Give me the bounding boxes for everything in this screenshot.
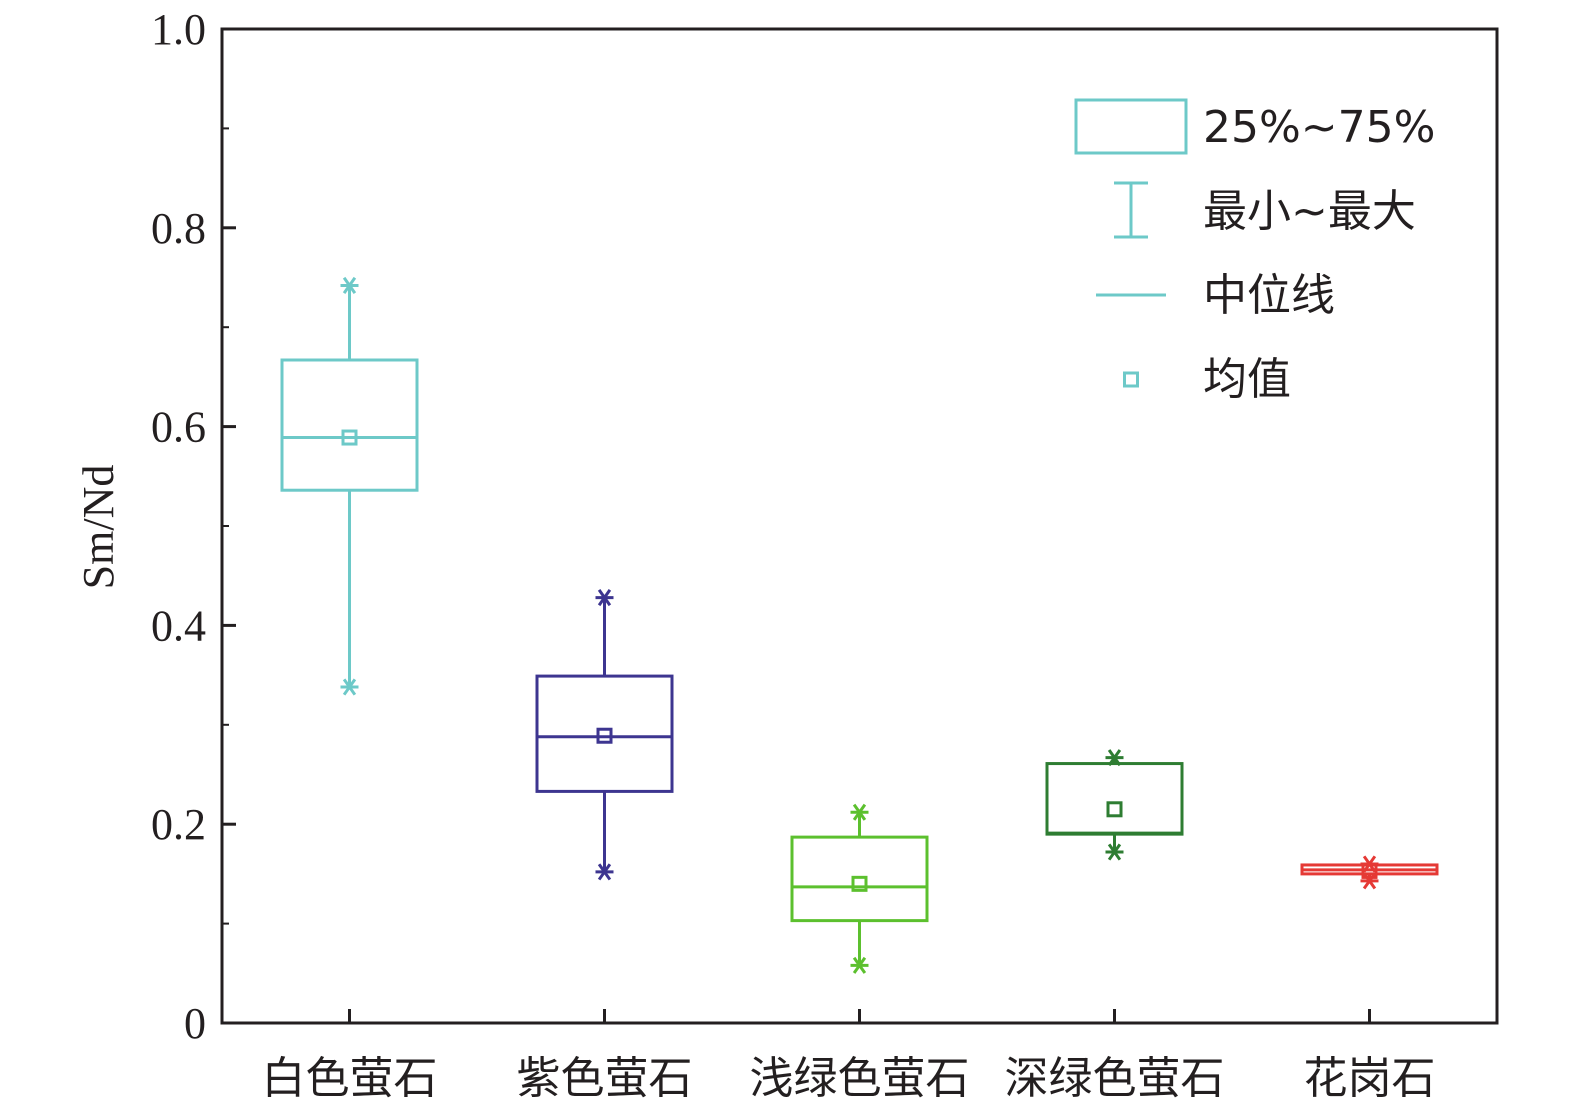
box-1-min-marker-d2 [597,863,612,881]
box-1-mean [596,727,613,744]
box-1-iqr [535,674,674,793]
box-0-min-marker [340,678,359,696]
box-1-min-marker [595,863,614,881]
x-category-label-3: 深绿色萤石 [1005,1053,1225,1104]
box-4-max-marker [1360,855,1379,873]
x-category-label-4: 花岗石 [1304,1053,1436,1104]
box-0-iqr [280,358,419,492]
box-2 [790,803,929,974]
x-category-label-1: 紫色萤石 [517,1053,693,1104]
box-3-mean [1106,801,1123,818]
box-1-max-marker [595,589,614,607]
box-4-max-marker-d2 [1362,855,1377,873]
box-4-min-marker-d2 [1362,872,1377,890]
y-tick-label-5: 1.0 [151,5,206,54]
y-axis: 0 0.2 0.4 0.6 0.8 1.0 [151,5,236,1048]
legend-box-swatch [1074,98,1188,155]
y-tick-label-2: 0.4 [151,601,206,650]
box-0-mean [341,429,358,446]
box-0-max-marker [340,276,359,294]
y-tick-label-4: 0.8 [151,204,206,253]
legend-mean-swatch [1123,371,1139,388]
box-2-iqr [790,835,929,923]
box-3-min-marker-d2 [1107,843,1122,861]
x-axis: 白色萤石 紫色萤石 浅绿色萤石 深绿色萤石 花岗石 [262,1009,1436,1104]
box-4-min-marker [1360,872,1379,890]
box-3-max-marker-d2 [1107,749,1122,767]
boxes-layer [280,276,1439,974]
legend-label-0: 25%~75% [1203,102,1435,153]
box-1-max-marker-d2 [597,589,612,607]
box-1 [535,589,674,881]
box-3 [1045,749,1184,861]
box-0-min-marker-d2 [342,678,357,696]
y-tick-label-0: 0 [184,999,206,1048]
box-3-iqr [1045,762,1184,836]
legend-label-1: 最小~最大 [1203,186,1416,237]
box-0-max-marker-d2 [342,276,357,294]
y-axis-title: Sm/Nd [74,465,123,590]
x-category-label-0: 白色萤石 [262,1053,438,1104]
legend-label-3: 均值 [1203,354,1291,405]
y-tick-label-1: 0.2 [151,800,206,849]
box-2-max-marker [850,803,869,821]
box-3-max-marker [1105,749,1124,767]
legend-label-2: 中位线 [1203,270,1335,321]
y-tick-label-3: 0.6 [151,403,206,452]
box-4 [1300,855,1439,890]
x-category-label-2: 浅绿色萤石 [750,1053,970,1104]
box-2-max-marker-d2 [852,803,867,821]
box-3-min-marker [1105,843,1124,861]
box-0 [280,276,419,696]
box-2-min-marker [850,956,869,974]
box-2-mean [851,875,868,892]
box-2-min-marker-d2 [852,956,867,974]
